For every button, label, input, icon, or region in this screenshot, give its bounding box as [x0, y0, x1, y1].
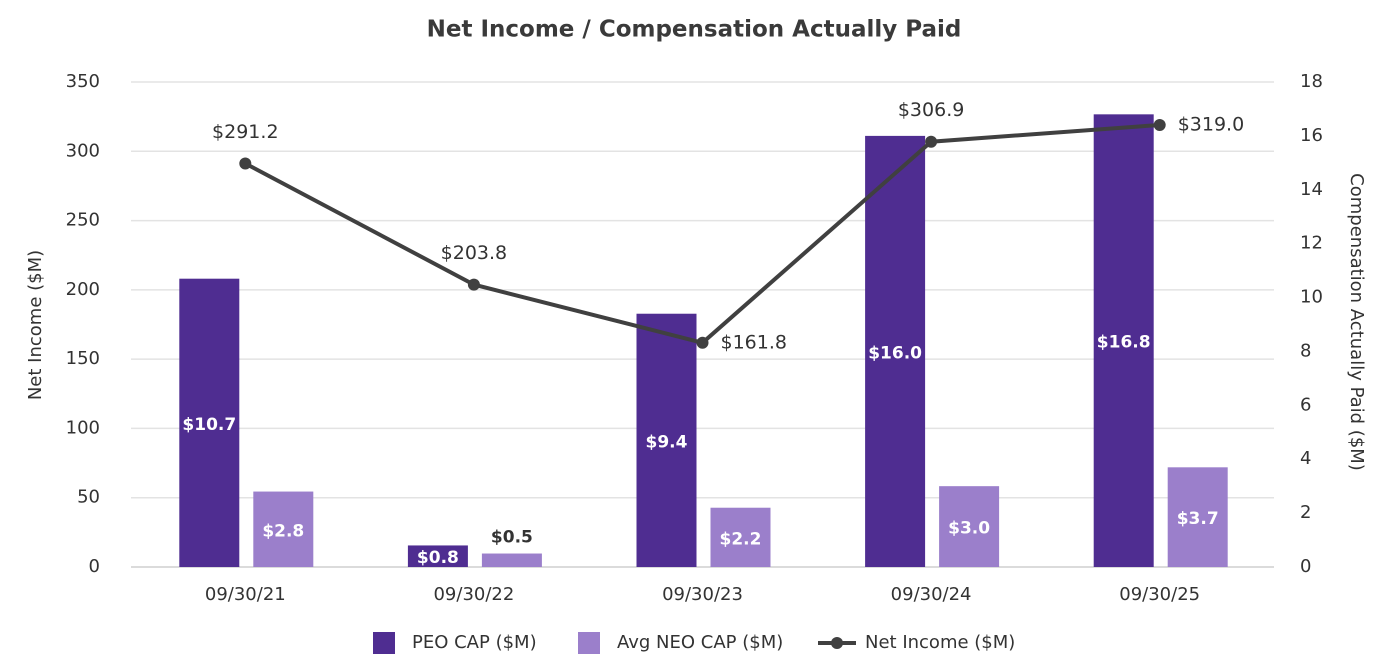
bar	[636, 313, 697, 567]
bar-value-label: $3.0	[948, 519, 990, 539]
y2-tick-label: 0	[1300, 556, 1311, 577]
y2-tick-label: 4	[1300, 448, 1311, 469]
x-tick-label: 09/30/21	[205, 584, 286, 605]
bar	[179, 278, 240, 567]
y-axis-title: Net Income ($M)	[25, 250, 46, 400]
y2-tick-label: 12	[1300, 233, 1323, 254]
y-tick-label: 300	[66, 140, 100, 161]
line	[244, 122, 1160, 345]
bar	[939, 486, 1000, 567]
x-tick-label: 09/30/23	[662, 584, 743, 605]
line-value-label: $319.0	[1178, 113, 1244, 135]
bar-value-label: $2.8	[262, 521, 304, 541]
bar-value-label: $2.2	[720, 529, 762, 549]
x-tick-label: 09/30/22	[433, 584, 514, 605]
y-tick-label: 50	[77, 487, 100, 508]
line-point	[239, 157, 252, 170]
bar-value-label: $10.7	[182, 415, 236, 435]
bar-value-label: $16.0	[868, 343, 922, 363]
bar	[481, 553, 542, 567]
y2-tick-label: 2	[1300, 502, 1311, 523]
legend-swatch	[578, 632, 600, 654]
line-value-label: $203.8	[441, 242, 507, 264]
line-value-label: $161.8	[721, 331, 787, 353]
legend-label: Avg NEO CAP ($M)	[617, 632, 783, 653]
line-point	[925, 135, 938, 148]
bar-value-label: $0.8	[417, 548, 459, 568]
y2-tick-label: 18	[1300, 71, 1323, 92]
bar	[253, 491, 314, 567]
y-tick-label: 250	[66, 210, 100, 231]
bar-value-label: $16.8	[1097, 333, 1151, 353]
y2-tick-label: 16	[1300, 125, 1323, 146]
line-value-label: $306.9	[898, 99, 964, 121]
y2-tick-label: 10	[1300, 287, 1323, 308]
bar	[407, 545, 468, 567]
x-tick-label: 09/30/24	[891, 584, 972, 605]
y2-tick-label: 8	[1300, 340, 1311, 361]
y2-axis-title: Compensation Actually Paid ($M)	[1346, 173, 1367, 471]
chart-title: Net Income / Compensation Actually Paid	[427, 17, 962, 43]
legend-swatch	[831, 637, 843, 649]
y-tick-label: 200	[66, 279, 100, 300]
y-tick-label: 100	[66, 417, 100, 438]
y-tick-label: 0	[89, 556, 100, 577]
y-tick-label: 150	[66, 348, 100, 369]
y2-tick-label: 14	[1300, 179, 1323, 200]
legend-label: PEO CAP ($M)	[412, 632, 537, 653]
line-point	[467, 278, 480, 291]
line-point	[1153, 118, 1166, 131]
line-point	[696, 336, 709, 349]
bar-value-label: $9.4	[646, 432, 688, 452]
line-value-label: $291.2	[212, 121, 278, 143]
bar-value-label: $3.7	[1177, 509, 1219, 529]
y-tick-label: 350	[66, 71, 100, 92]
bar	[710, 507, 771, 567]
bar	[1093, 114, 1154, 567]
x-tick-label: 09/30/25	[1119, 584, 1200, 605]
bar	[865, 135, 926, 567]
legend-swatch	[373, 632, 395, 654]
legend-label: Net Income ($M)	[865, 632, 1015, 653]
y2-tick-label: 6	[1300, 394, 1311, 415]
bar	[1167, 467, 1228, 567]
bar-value-label: $0.5	[491, 528, 533, 548]
